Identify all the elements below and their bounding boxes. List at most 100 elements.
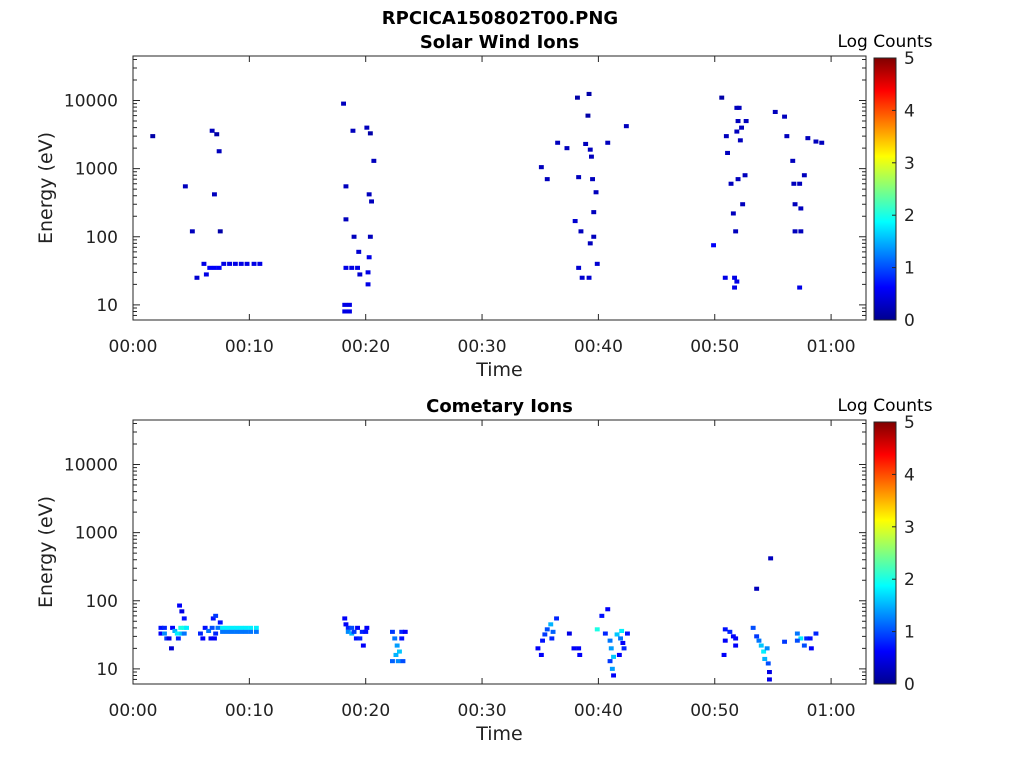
data-cell <box>208 636 214 641</box>
data-cell <box>215 625 221 630</box>
data-cell <box>207 265 213 270</box>
data-cell <box>797 181 803 186</box>
data-cell <box>212 192 217 197</box>
data-cell <box>792 229 798 234</box>
data-cell <box>229 629 235 634</box>
data-cell <box>742 173 748 178</box>
data-cell <box>737 138 743 143</box>
data-cell <box>248 629 253 634</box>
colorbar-tick-label: 3 <box>904 518 915 538</box>
data-cell <box>203 272 209 277</box>
data-cell <box>732 285 737 290</box>
data-cell <box>583 141 589 146</box>
x-tick-label: 00:50 <box>690 337 739 357</box>
data-cell <box>544 177 550 182</box>
data-cell <box>238 261 244 266</box>
data-cell <box>599 613 605 618</box>
x-tick-label: 00:30 <box>458 701 507 721</box>
data-cell <box>189 229 195 234</box>
data-cell <box>544 627 550 632</box>
colorbar-tick-label: 4 <box>904 101 915 121</box>
data-cell <box>575 95 580 100</box>
colorbar-tick-label: 1 <box>904 623 915 643</box>
data-cell <box>347 309 352 314</box>
data-cell <box>732 275 737 280</box>
data-cell <box>209 128 215 133</box>
data-cell <box>605 607 611 612</box>
data-cell <box>244 261 250 266</box>
data-cell <box>576 265 582 270</box>
data-cell <box>750 625 756 630</box>
data-cell <box>367 234 373 239</box>
data-cell <box>609 666 615 671</box>
data-cell <box>550 629 556 634</box>
data-cell <box>805 136 811 141</box>
data-cell <box>792 202 798 207</box>
data-cell <box>743 119 749 124</box>
data-cell <box>342 309 348 314</box>
data-cell <box>730 634 736 639</box>
data-cell <box>740 202 746 207</box>
data-cell <box>576 646 582 651</box>
data-cell <box>232 261 238 266</box>
data-cell <box>194 275 200 280</box>
data-cell <box>719 95 725 100</box>
data-cell <box>611 673 616 678</box>
data-cell <box>734 279 740 284</box>
data-cell <box>158 625 164 630</box>
data-cell <box>217 620 223 625</box>
data-cell <box>735 177 741 182</box>
data-cell <box>345 629 351 634</box>
data-cell <box>220 625 225 630</box>
data-cell <box>390 629 395 634</box>
data-cell <box>365 270 371 275</box>
data-cell <box>181 616 187 621</box>
x-tick-label: 00:00 <box>109 701 158 721</box>
data-cell <box>607 659 613 664</box>
data-cell <box>723 134 729 139</box>
y-tick-label: 100 <box>86 228 118 248</box>
data-cell <box>602 631 608 636</box>
y-tick-label: 1000 <box>75 160 118 180</box>
data-cell <box>733 643 739 648</box>
colorbar-tick-label: 5 <box>904 413 915 433</box>
data-cell <box>594 627 600 632</box>
x-tick-label: 00:00 <box>109 337 158 357</box>
colorbar-tick-label: 4 <box>904 465 915 485</box>
y-tick-label: 10 <box>96 660 118 680</box>
data-cell <box>371 158 377 163</box>
data-cell <box>394 643 400 648</box>
data-cell <box>538 652 544 657</box>
data-cell <box>158 631 164 636</box>
data-cell <box>248 625 253 630</box>
data-cell <box>621 646 627 651</box>
data-cell <box>355 265 360 270</box>
data-cell <box>762 656 768 661</box>
data-cell <box>212 265 217 270</box>
figure-title: RPCICA150802T00.PNG <box>382 8 618 29</box>
data-cell <box>764 646 770 651</box>
data-cell <box>540 638 545 643</box>
data-cell <box>801 643 807 648</box>
data-cell <box>356 249 362 254</box>
data-cell <box>807 636 813 641</box>
data-cell <box>794 631 800 636</box>
panel-1: 00:00 00:10 00:20 00:30 00:40 00:50 01:0010100… <box>35 396 933 745</box>
data-cell <box>594 261 600 266</box>
data-cell <box>798 636 804 641</box>
data-cell <box>576 175 582 180</box>
data-cell <box>566 631 572 636</box>
data-cell <box>243 625 249 630</box>
data-cell <box>620 640 626 645</box>
data-cell <box>754 634 760 639</box>
data-cell <box>172 628 178 633</box>
data-cell <box>350 128 356 133</box>
data-cell <box>549 636 555 641</box>
data-cell <box>369 199 374 204</box>
data-cell <box>175 636 181 641</box>
data-cell <box>794 638 800 643</box>
panel-title: Cometary Ions <box>426 396 573 417</box>
data-cell <box>813 139 819 144</box>
data-cell <box>548 622 554 627</box>
data-cell <box>765 661 771 666</box>
